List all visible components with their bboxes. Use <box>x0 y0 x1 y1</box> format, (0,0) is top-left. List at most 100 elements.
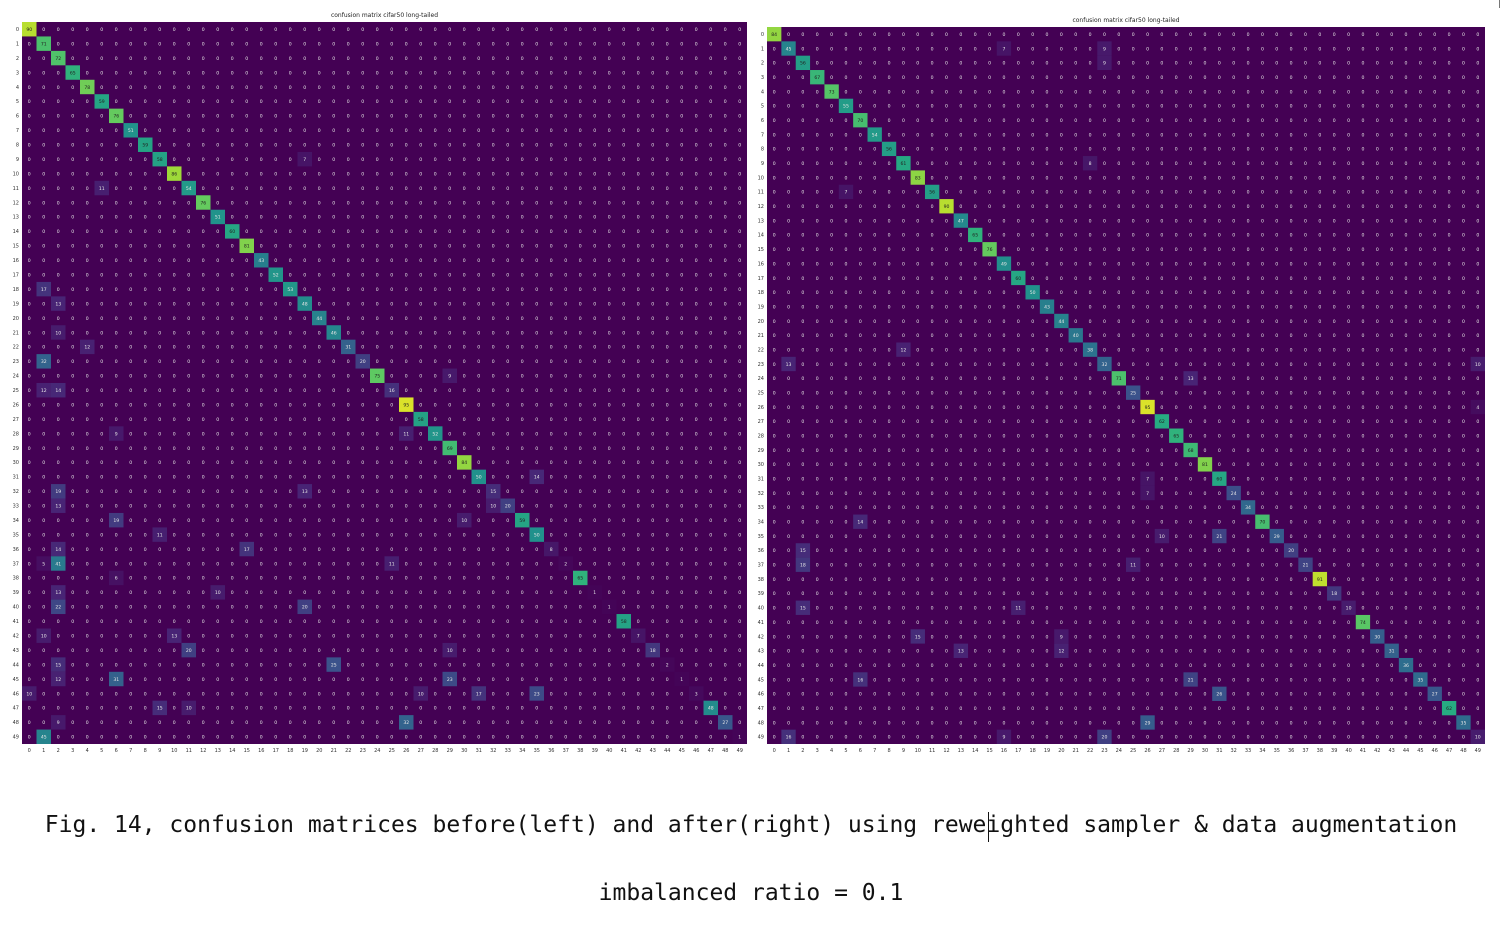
cell-value-label: 0 <box>1175 390 1178 396</box>
cell-value-label: 0 <box>202 316 205 322</box>
y-tick-label: 10 <box>13 171 19 177</box>
cell-value-label: 0 <box>100 431 103 437</box>
cell-value-label: 0 <box>931 390 934 396</box>
cell-value-label: 0 <box>579 648 582 654</box>
cell-value-label: 58 <box>418 417 424 423</box>
cell-value-label: 0 <box>1132 433 1135 439</box>
cell-value-label: 0 <box>816 362 819 368</box>
cell-value-label: 0 <box>390 186 393 192</box>
cell-value-label: 0 <box>318 374 321 380</box>
cell-value-label: 0 <box>347 287 350 293</box>
cell-value-label: 0 <box>637 590 640 596</box>
cell-value-label: 0 <box>535 374 538 380</box>
cell-value-label: 0 <box>959 390 962 396</box>
cell-value-label: 0 <box>1103 147 1106 153</box>
cell-value-label: 0 <box>801 376 804 382</box>
cell-value-label: 0 <box>550 576 553 582</box>
cell-value-label: 0 <box>695 634 698 640</box>
cell-value-label: 0 <box>787 376 790 382</box>
cell-value-label: 0 <box>1103 104 1106 110</box>
cell-value-label: 0 <box>608 27 611 33</box>
cell-value-label: 0 <box>42 215 45 221</box>
cell-value-label: 0 <box>888 433 891 439</box>
cell-value-label: 0 <box>42 605 45 611</box>
cell-value-label: 0 <box>1031 649 1034 655</box>
cell-value-label: 0 <box>274 691 277 697</box>
cell-value-label: 0 <box>622 605 625 611</box>
cell-value-label: 0 <box>1448 548 1451 554</box>
cell-value-label: 0 <box>845 462 848 468</box>
cell-value-label: 0 <box>231 258 234 264</box>
cell-value-label: 0 <box>1275 175 1278 181</box>
cell-value-label: 0 <box>1017 104 1020 110</box>
cell-value-label: 0 <box>1232 419 1235 425</box>
heatmap-cell <box>51 556 66 571</box>
cell-value-label: 0 <box>390 316 393 322</box>
cell-value-label: 0 <box>680 229 683 235</box>
cell-value-label: 0 <box>1175 649 1178 655</box>
cell-value-label: 0 <box>1318 448 1321 454</box>
cell-value-label: 0 <box>902 333 905 339</box>
cell-value-label: 0 <box>873 319 876 325</box>
cell-value-label: 0 <box>477 619 480 625</box>
cell-value-label: 0 <box>622 301 625 307</box>
cell-value-label: 0 <box>1146 419 1149 425</box>
cell-value-label: 0 <box>318 273 321 279</box>
cell-value-label: 0 <box>1304 247 1307 253</box>
cell-value-label: 0 <box>902 233 905 239</box>
cell-value-label: 0 <box>724 359 727 365</box>
cell-value-label: 0 <box>477 157 480 163</box>
cell-value-label: 0 <box>787 261 790 267</box>
cell-value-label: 0 <box>245 186 248 192</box>
cell-value-label: 0 <box>666 99 669 105</box>
cell-value-label: 0 <box>318 157 321 163</box>
cell-value-label: 0 <box>216 27 219 33</box>
y-tick-label: 13 <box>13 215 19 221</box>
cell-value-label: 0 <box>1261 333 1264 339</box>
heatmap-cell <box>399 426 414 441</box>
cell-value-label: 58 <box>621 619 627 625</box>
cell-value-label: 0 <box>100 547 103 553</box>
cell-value-label: 0 <box>773 333 776 339</box>
cell-value-label: 0 <box>1218 333 1221 339</box>
cell-value-label: 0 <box>845 577 848 583</box>
cell-value-label: 0 <box>902 448 905 454</box>
cell-value-label: 0 <box>738 114 741 120</box>
cell-value-label: 0 <box>361 634 364 640</box>
cell-value-label: 0 <box>260 475 263 481</box>
cell-value-label: 44 <box>316 316 322 322</box>
cell-value-label: 0 <box>1247 520 1250 526</box>
cell-value-label: 0 <box>1175 505 1178 511</box>
cell-value-label: 0 <box>376 619 379 625</box>
cell-value-label: 0 <box>1117 89 1120 95</box>
cell-value-label: 0 <box>579 662 582 668</box>
cell-value-label: 0 <box>916 505 919 511</box>
cell-value-label: 0 <box>332 489 335 495</box>
cell-value-label: 15 <box>800 606 806 612</box>
cell-value-label: 0 <box>1247 634 1250 640</box>
y-tick-label: 4 <box>16 85 19 91</box>
cell-value-label: 0 <box>787 104 790 110</box>
cell-value-label: 0 <box>1017 448 1020 454</box>
y-tick-label: 17 <box>13 273 19 279</box>
cell-value-label: 0 <box>1175 319 1178 325</box>
cell-value-label: 0 <box>666 706 669 712</box>
cell-value-label: 0 <box>1117 390 1120 396</box>
cell-value-label: 0 <box>1318 362 1321 368</box>
cell-value-label: 0 <box>666 691 669 697</box>
cell-value-label: 0 <box>988 261 991 267</box>
cell-value-label: 0 <box>187 388 190 394</box>
cell-value-label: 0 <box>816 204 819 210</box>
cell-value-label: 0 <box>1433 204 1436 210</box>
cell-value-label: 0 <box>1074 419 1077 425</box>
cell-value-label: 0 <box>1060 548 1063 554</box>
cell-value-label: 0 <box>86 518 89 524</box>
cell-value-label: 0 <box>463 244 466 250</box>
cell-value-label: 0 <box>816 190 819 196</box>
cell-value-label: 0 <box>260 431 263 437</box>
cell-value-label: 0 <box>666 576 669 582</box>
cell-value-label: 0 <box>974 620 977 626</box>
cell-value-label: 0 <box>42 417 45 423</box>
cell-value-label: 0 <box>859 491 862 497</box>
cell-value-label: 0 <box>477 345 480 351</box>
